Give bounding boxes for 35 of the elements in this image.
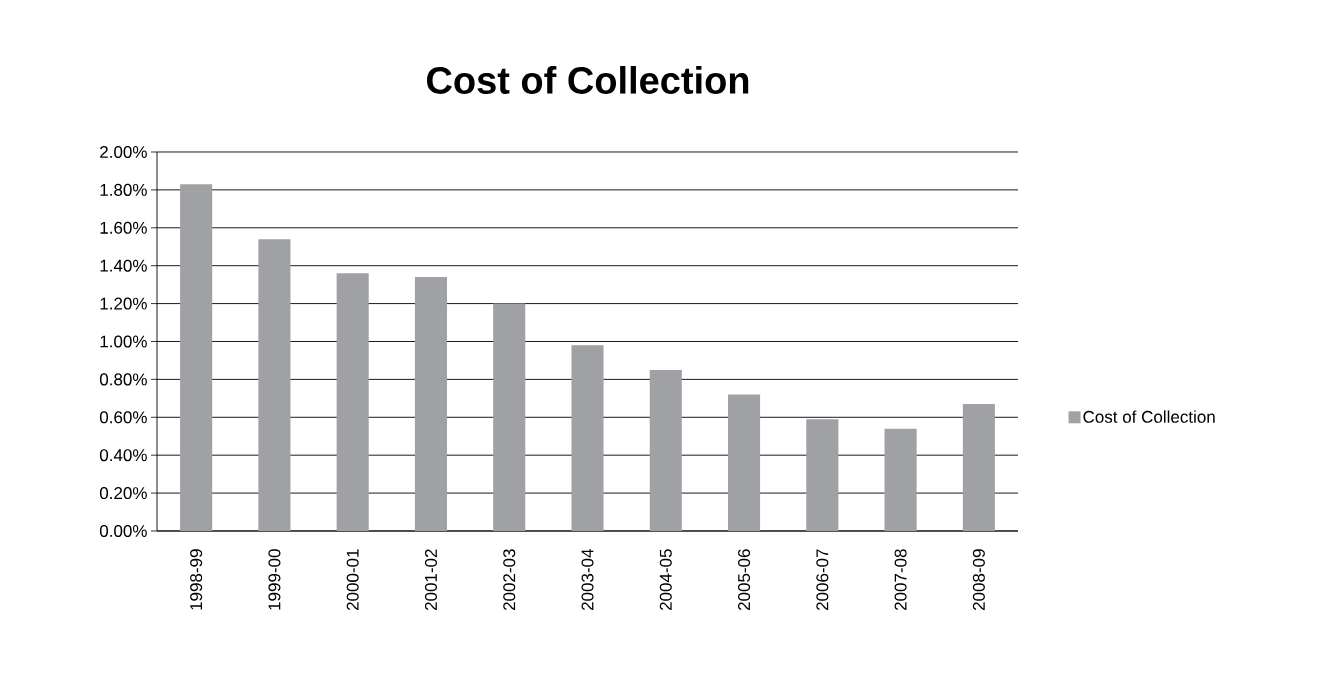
bar bbox=[336, 273, 369, 531]
legend-label: Cost of Collection bbox=[1083, 410, 1215, 423]
x-tick-label: 2008-09 bbox=[972, 549, 985, 611]
x-tick-label: 2002-03 bbox=[503, 549, 516, 611]
bar bbox=[649, 369, 682, 531]
x-tick-label: 2000-01 bbox=[346, 549, 359, 611]
y-tick-label: 1.00% bbox=[100, 335, 147, 348]
x-tick-label: 1999-00 bbox=[268, 549, 281, 610]
x-tick-label: 2006-07 bbox=[816, 549, 829, 611]
bar bbox=[571, 345, 604, 531]
y-tick-label: 1.40% bbox=[100, 259, 147, 272]
bar bbox=[414, 277, 448, 531]
y-tick-label: 1.80% bbox=[100, 183, 147, 196]
y-tick-label: 0.80% bbox=[99, 373, 147, 386]
bar bbox=[806, 419, 839, 531]
y-tick-label: 0.40% bbox=[99, 449, 147, 462]
y-tick-label: 0.60% bbox=[99, 411, 147, 424]
y-tick-label: 0.20% bbox=[99, 487, 147, 500]
x-tick-label: 1998-99 bbox=[190, 549, 203, 610]
bar bbox=[962, 404, 995, 531]
y-tick-label: 2.00% bbox=[100, 145, 147, 159]
x-tick-label: 2007-08 bbox=[894, 549, 907, 611]
bar bbox=[884, 428, 917, 531]
bar bbox=[728, 394, 761, 531]
bar bbox=[258, 239, 291, 531]
y-tick-label: 1.60% bbox=[100, 221, 147, 234]
chart-title: Cost of Collection bbox=[427, 66, 749, 94]
x-tick-label: 2005-06 bbox=[738, 549, 751, 611]
x-tick-label: 2001-02 bbox=[424, 549, 437, 611]
x-tick-label: 2003-04 bbox=[581, 549, 594, 611]
y-tick-label: 1.20% bbox=[100, 297, 147, 310]
y-tick-label: 0.00% bbox=[99, 524, 147, 538]
bar bbox=[493, 303, 526, 531]
bar bbox=[180, 184, 213, 531]
x-tick-label: 2004-05 bbox=[659, 549, 672, 611]
